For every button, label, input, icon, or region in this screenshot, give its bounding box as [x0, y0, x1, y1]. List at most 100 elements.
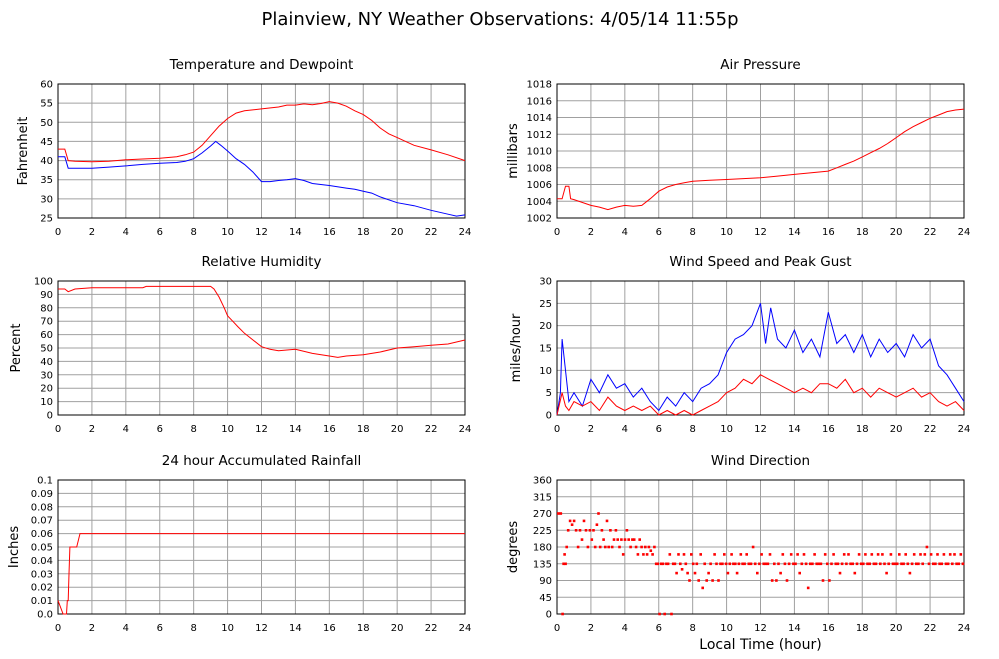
scatter-point	[732, 562, 735, 566]
scatter-point	[695, 562, 699, 566]
scatter-point	[910, 562, 914, 566]
scatter-point	[713, 553, 716, 556]
scatter-point	[625, 529, 629, 532]
scatter-point	[760, 553, 763, 556]
x-tick-label: 14	[788, 424, 801, 435]
plot-frame	[556, 479, 965, 615]
series-line-1	[57, 533, 465, 615]
scatter-point	[898, 553, 901, 556]
x-tick-label: 22	[425, 623, 438, 634]
y-tick-label: 80	[40, 303, 53, 314]
y-tick-label: 10	[539, 366, 552, 377]
x-tick-label: 18	[856, 227, 869, 238]
scatter-point	[605, 519, 609, 523]
scatter-point	[821, 579, 825, 582]
scatter-point	[654, 562, 658, 566]
x-tick-label: 6	[656, 227, 662, 238]
y-tick-label: 25	[539, 299, 552, 310]
panel-title: Wind Direction	[711, 453, 810, 469]
x-tick-label: 4	[123, 623, 129, 634]
x-tick-label: 14	[788, 623, 801, 634]
scatter-point	[775, 579, 778, 582]
x-tick-label: 20	[890, 424, 903, 435]
scatter-point	[588, 529, 592, 532]
scatter-point	[855, 562, 859, 566]
scatter-point	[847, 553, 850, 556]
x-tick-label: 14	[289, 227, 302, 238]
scatter-point	[936, 553, 939, 556]
scatter-point	[944, 562, 948, 566]
scatter-point	[561, 612, 564, 616]
scatter-point	[866, 562, 869, 566]
scatter-point	[649, 549, 653, 552]
x-tick-label: 20	[890, 227, 903, 238]
panel-title: Temperature and Dewpoint	[169, 57, 354, 73]
scatter-point	[604, 545, 607, 549]
y-tick-label: 0.09	[31, 489, 53, 500]
scatter-point	[836, 562, 840, 566]
y-tick-label: 45	[40, 137, 53, 148]
y-axis-label: miles/hour	[509, 313, 524, 382]
scatter-point	[840, 562, 844, 566]
x-tick-label: 22	[924, 623, 937, 634]
scatter-point	[832, 553, 835, 556]
scatter-point	[578, 529, 582, 532]
scatter-point	[576, 545, 580, 549]
x-tick-label: 24	[459, 227, 472, 238]
scatter-point	[938, 562, 941, 566]
scatter-point	[868, 562, 871, 566]
y-axis-label: millibars	[506, 123, 521, 179]
scatter-point	[597, 512, 600, 515]
scatter-point	[934, 562, 937, 566]
scatter-point	[699, 553, 702, 556]
plot-frame	[556, 83, 965, 219]
scatter-point	[802, 553, 806, 556]
scatter-point	[680, 568, 684, 571]
x-tick-label: 16	[822, 623, 835, 634]
y-tick-label: 0.07	[31, 516, 53, 527]
scatter-point	[595, 523, 599, 526]
scatter-point	[753, 562, 757, 566]
x-tick-label: 8	[190, 227, 196, 238]
scatter-point	[645, 553, 649, 556]
scatter-point	[721, 562, 724, 566]
x-tick-label: 12	[754, 623, 767, 634]
scatter-point	[895, 562, 899, 566]
scatter-point	[636, 553, 640, 556]
scatter-point	[773, 562, 776, 566]
y-tick-label: 0.02	[31, 583, 53, 594]
scatter-point	[602, 538, 605, 541]
scatter-point	[711, 579, 714, 582]
x-tick-label: 12	[754, 424, 767, 435]
scatter-point	[686, 571, 689, 575]
scatter-point	[638, 538, 641, 541]
x-tick-label: 8	[689, 424, 695, 435]
series-line-1	[58, 101, 466, 163]
series-line-1	[58, 285, 466, 358]
scatter-point	[749, 562, 753, 566]
scatter-point	[724, 562, 728, 566]
scatter-point	[582, 519, 586, 523]
scatter-point	[857, 553, 861, 556]
scatter-point	[612, 538, 616, 541]
scatter-point	[559, 512, 563, 515]
y-tick-label: 0.1	[37, 476, 53, 487]
y-tick-label: 1006	[527, 180, 552, 191]
scatter-point	[783, 562, 787, 566]
scatter-point	[870, 553, 874, 556]
scatter-point	[862, 562, 865, 566]
scatter-point	[756, 571, 759, 575]
x-tick-label: 8	[190, 424, 196, 435]
y-tick-label: 20	[40, 384, 53, 395]
y-tick-label: 0.05	[31, 543, 53, 554]
x-tick-label: 10	[720, 227, 733, 238]
scatter-point	[823, 553, 827, 556]
scatter-point	[737, 562, 741, 566]
scatter-point	[766, 562, 770, 566]
scatter-point	[691, 562, 695, 566]
scatter-point	[563, 553, 566, 556]
y-tick-label: 1004	[527, 197, 552, 208]
